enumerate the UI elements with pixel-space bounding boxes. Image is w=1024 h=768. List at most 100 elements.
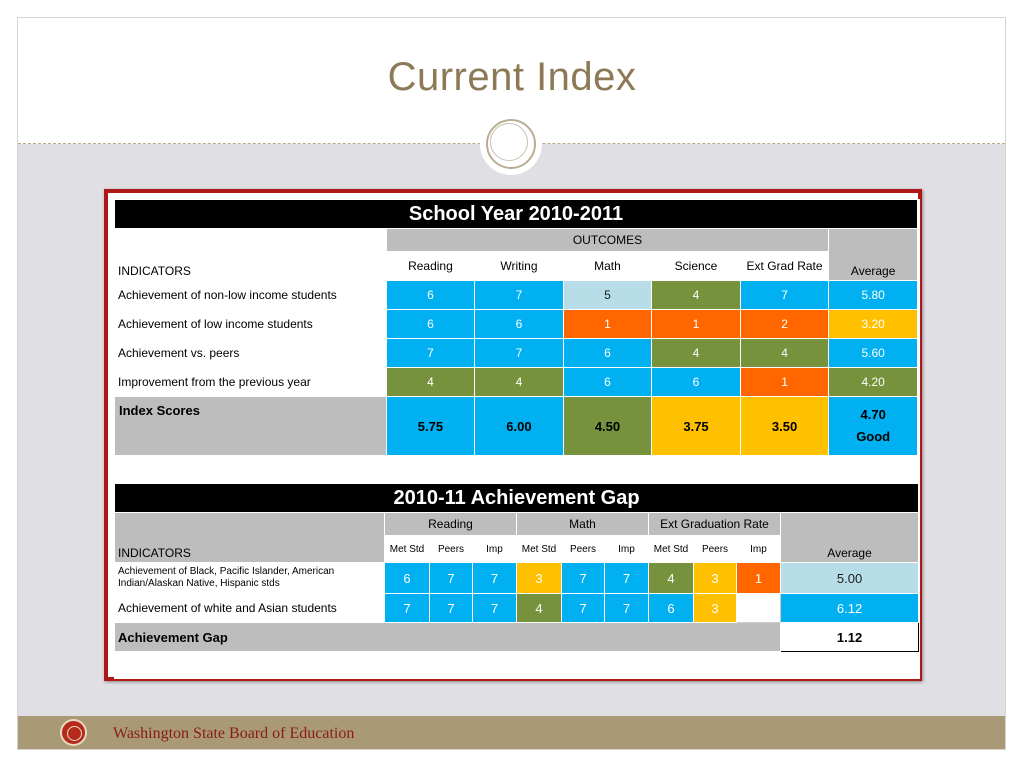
slide-frame	[17, 17, 1006, 750]
score-cell	[736, 593, 781, 623]
achievement-gap-row: Achievement Gap 1.12	[114, 622, 920, 652]
column-header: Science	[651, 251, 741, 281]
score-cell: 7	[739, 280, 830, 310]
score-cell: 2	[739, 309, 830, 339]
subcolumn-header: Peers	[429, 535, 473, 563]
row-label-line: Achievement of Black, Pacific Islander, …	[118, 566, 335, 577]
table-inner: School Year 2010-2011 INDICATORS OUTCOME…	[113, 199, 920, 679]
column-header: Ext Grad Rate	[739, 251, 830, 281]
column-header: Writing	[474, 251, 564, 281]
average-cell: 5.00	[779, 562, 920, 594]
score-cell: 6	[385, 280, 476, 310]
row-label: Achievement of Black, Pacific Islander, …	[114, 562, 385, 594]
subcolumn-header: Imp	[736, 535, 781, 563]
score-cell: 4	[651, 338, 741, 368]
row-label: Achievement of white and Asian students	[114, 593, 385, 623]
row-label: Achievement of low income students	[114, 309, 387, 339]
table-row: Improvement from the previous year 4 4 6…	[114, 367, 918, 397]
circle-ornament-icon	[480, 113, 542, 175]
index-average-value: 4.70	[860, 407, 886, 422]
average-cell: 5.80	[828, 280, 918, 310]
index-average-cell: 4.70 Good	[828, 396, 918, 456]
average-cell: 4.20	[828, 367, 918, 397]
score-cell: 6	[385, 309, 476, 339]
score-cell: 7	[604, 562, 649, 594]
average-header: Average	[828, 228, 918, 281]
spacer-row	[114, 455, 918, 483]
state-seal-icon	[60, 719, 87, 746]
subcolumn-header: Peers	[561, 535, 605, 563]
score-cell: 7	[604, 593, 649, 623]
subcolumn-header: Met Std	[648, 535, 694, 563]
row-label: Improvement from the previous year	[114, 367, 387, 397]
score-cell: 7	[429, 593, 473, 623]
column-header: Reading	[385, 251, 476, 281]
table-row: Achievement of low income students 6 6 1…	[114, 309, 918, 339]
score-cell: 3	[516, 562, 562, 594]
achievement-gap-value: 1.12	[779, 622, 920, 652]
index-score-cell: 3.75	[651, 396, 741, 456]
row-label: Achievement of non-low income students	[114, 280, 387, 310]
score-cell: 7	[472, 593, 517, 623]
group-header: Reading	[384, 512, 517, 536]
index-score-cell: 3.50	[739, 396, 830, 456]
average-cell: 6.12	[779, 593, 920, 623]
indicators-header: INDICATORS	[114, 228, 387, 281]
score-cell: 1	[736, 562, 781, 594]
row-label: Achievement vs. peers	[114, 338, 387, 368]
index-score-cell: 6.00	[474, 396, 564, 456]
score-cell: 7	[561, 562, 605, 594]
achievement-gap-table: 2010-11 Achievement Gap INDICATORS Readi…	[113, 483, 920, 652]
table-panel: School Year 2010-2011 INDICATORS OUTCOME…	[104, 189, 922, 681]
achievement-gap-label: Achievement Gap	[114, 622, 781, 652]
score-cell: 7	[474, 280, 564, 310]
indicators-header: INDICATORS	[114, 512, 385, 563]
group-header: Ext Graduation Rate	[648, 512, 781, 536]
score-cell: 4	[474, 367, 564, 397]
score-cell: 6	[474, 309, 564, 339]
group-header: Math	[516, 512, 649, 536]
score-cell: 7	[429, 562, 473, 594]
outcomes-header: OUTCOMES	[385, 228, 830, 252]
table-row: Achievement of non-low income students 6…	[114, 280, 918, 310]
index-scores-label: Index Scores	[114, 396, 387, 456]
score-cell: 6	[562, 367, 653, 397]
index-score-cell: 5.75	[385, 396, 476, 456]
row-label-line: Indian/Alaskan Native, Hispanic stds	[118, 578, 280, 589]
column-header: Math	[562, 251, 653, 281]
index-scores-row: Index Scores 5.75 6.00 4.50 3.75 3.50 4.…	[114, 396, 918, 456]
score-cell: 4	[648, 562, 694, 594]
achievement-gap-banner: 2010-11 Achievement Gap	[113, 483, 920, 513]
score-cell: 6	[651, 367, 741, 397]
table-row: Achievement of white and Asian students …	[114, 593, 920, 623]
score-cell: 4	[385, 367, 476, 397]
score-cell: 7	[474, 338, 564, 368]
subcolumn-header: Imp	[604, 535, 649, 563]
average-cell: 5.60	[828, 338, 918, 368]
score-cell: 6	[648, 593, 694, 623]
index-score-cell: 4.50	[562, 396, 653, 456]
table-row: Achievement of Black, Pacific Islander, …	[114, 562, 920, 594]
score-cell: 1	[651, 309, 741, 339]
subcolumn-header: Met Std	[384, 535, 430, 563]
score-cell: 6	[562, 338, 653, 368]
subcolumn-header: Peers	[693, 535, 737, 563]
average-cell: 3.20	[828, 309, 918, 339]
score-cell: 7	[561, 593, 605, 623]
score-cell: 4	[739, 338, 830, 368]
score-cell: 1	[739, 367, 830, 397]
table-row: Achievement vs. peers 7 7 6 4 4 5.60	[114, 338, 918, 368]
index-rating: Good	[856, 429, 891, 444]
score-cell: 4	[651, 280, 741, 310]
score-cell: 3	[693, 562, 737, 594]
score-cell: 4	[516, 593, 562, 623]
index-table: School Year 2010-2011 INDICATORS OUTCOME…	[114, 199, 918, 483]
score-cell: 7	[384, 593, 430, 623]
score-cell: 7	[385, 338, 476, 368]
average-header: Average	[779, 512, 920, 563]
score-cell: 5	[562, 280, 653, 310]
page-title: Current Index	[387, 55, 637, 99]
subcolumn-header: Imp	[472, 535, 517, 563]
score-cell: 7	[472, 562, 517, 594]
score-cell: 3	[693, 593, 737, 623]
